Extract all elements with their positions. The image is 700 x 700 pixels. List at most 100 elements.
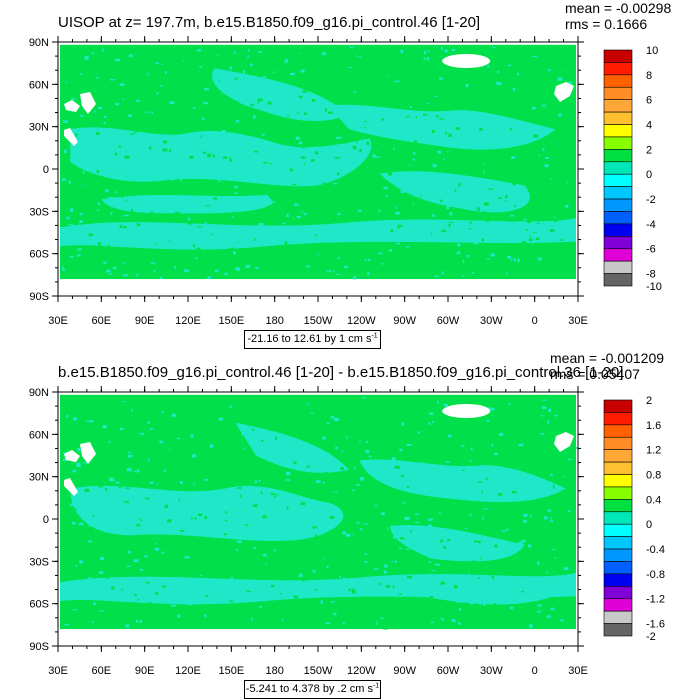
mean-label: mean = -0.001209 <box>550 350 665 366</box>
speckle <box>468 93 474 96</box>
speckle <box>144 555 148 558</box>
speckle <box>440 199 443 203</box>
colorbar-label: -0.4 <box>646 544 665 556</box>
speckle <box>262 553 267 557</box>
speckle <box>265 610 269 613</box>
speckle <box>239 544 244 548</box>
speckle <box>71 51 76 54</box>
speckle <box>481 444 483 448</box>
speckle <box>501 235 505 238</box>
speckle <box>204 515 208 520</box>
speckle <box>545 101 548 103</box>
speckle <box>521 241 527 245</box>
speckle <box>465 178 470 182</box>
speckle <box>93 602 96 606</box>
speckle <box>455 127 460 130</box>
speckle <box>230 48 235 52</box>
speckle <box>69 508 73 510</box>
speckle <box>426 102 430 104</box>
speckle <box>222 253 226 255</box>
speckle <box>119 432 122 435</box>
missing-patch <box>80 92 96 114</box>
speckle <box>159 528 165 532</box>
speckle <box>451 619 456 622</box>
speckle <box>284 450 288 453</box>
speckle <box>385 112 389 116</box>
speckle <box>284 103 288 107</box>
speckle <box>108 440 111 443</box>
speckle <box>498 197 502 200</box>
speckle <box>205 205 210 207</box>
speckle <box>229 247 235 250</box>
speckle <box>103 261 107 264</box>
speckle <box>255 266 259 269</box>
lat-tick-label: 30S <box>29 206 49 218</box>
speckle <box>105 575 110 579</box>
speckle <box>254 570 257 574</box>
speckle <box>224 272 228 276</box>
speckle <box>333 269 335 273</box>
speckle <box>400 474 404 478</box>
speckle <box>257 51 262 53</box>
speckle <box>533 423 536 427</box>
speckle <box>103 412 109 415</box>
speckle <box>358 594 362 597</box>
speckle <box>179 529 185 532</box>
speckle <box>354 467 356 470</box>
speckle <box>164 469 166 472</box>
speckle <box>121 401 126 403</box>
speckle <box>180 527 183 531</box>
speckle <box>444 483 446 488</box>
speckle <box>547 420 550 424</box>
speckle <box>197 563 201 567</box>
colorbar-swatch <box>603 548 633 562</box>
speckle <box>285 471 291 476</box>
speckle <box>71 521 76 525</box>
speckle <box>322 182 326 186</box>
speckle <box>530 514 532 518</box>
speckle <box>388 76 390 78</box>
speckle <box>483 163 485 166</box>
speckle <box>480 106 483 110</box>
speckle <box>128 238 133 242</box>
speckle <box>559 239 563 241</box>
speckle <box>375 151 378 155</box>
speckle <box>554 554 559 557</box>
lat-tick-label: 60N <box>29 79 49 91</box>
speckle <box>259 168 264 172</box>
speckle <box>511 447 514 450</box>
rms-label: rms = 0.05407 <box>550 366 640 382</box>
speckle <box>295 136 300 141</box>
speckle <box>109 271 112 275</box>
speckle <box>382 57 385 59</box>
speckle <box>456 251 461 255</box>
speckle <box>493 603 497 606</box>
speckle <box>539 528 543 531</box>
speckle <box>344 169 346 172</box>
lon-tick-label: 0 <box>532 315 538 327</box>
lon-tick-label: 30W <box>480 315 503 327</box>
speckle <box>105 95 108 99</box>
speckle <box>478 577 481 579</box>
speckle <box>425 83 427 87</box>
speckle <box>511 491 517 494</box>
speckle <box>169 101 175 105</box>
speckle <box>108 582 113 585</box>
speckle <box>196 54 200 58</box>
speckle <box>230 577 234 581</box>
speckle <box>566 182 569 184</box>
speckle <box>406 62 410 66</box>
speckle <box>453 458 456 460</box>
contour-range-label: -5.241 to 4.378 by .2 cm s <box>245 683 373 695</box>
speckle <box>387 172 392 176</box>
speckle <box>235 119 240 123</box>
speckle <box>516 556 519 558</box>
speckle <box>254 480 258 484</box>
speckle <box>64 145 69 147</box>
speckle <box>220 624 223 628</box>
speckle <box>505 98 510 100</box>
speckle <box>92 524 96 527</box>
speckle <box>82 170 85 174</box>
speckle <box>257 189 263 191</box>
speckle <box>330 416 335 419</box>
